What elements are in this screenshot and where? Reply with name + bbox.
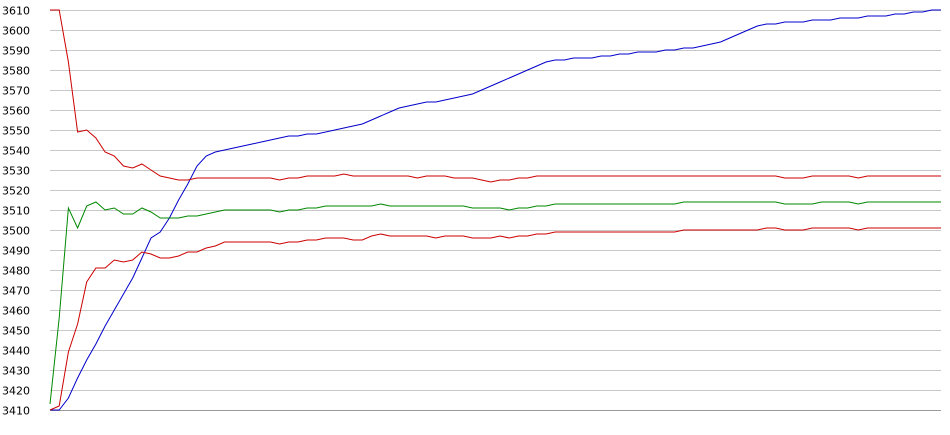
y-tick-label: 3510 [2,205,30,218]
y-tick-label: 3550 [2,125,30,138]
series-line-3 [49,201,941,405]
series-lines [49,9,941,411]
y-tick-label: 3590 [2,45,30,58]
y-tick-label: 3560 [2,105,30,118]
gridlines [50,10,941,411]
y-tick-label: 3420 [2,385,30,398]
y-tick-label: 3610 [2,5,30,18]
y-tick-label: 3460 [2,305,30,318]
y-tick-label: 3410 [2,405,30,418]
y-axis-tick-labels: 3410 3420 3430 3440 3450 3460 3470 3480 3490 3500… [2,5,30,418]
y-tick-label: 3490 [2,245,30,258]
y-tick-label: 3470 [2,285,30,298]
y-tick-label: 3480 [2,265,30,278]
y-tick-label: 3570 [2,85,30,98]
y-tick-label: 3540 [2,145,30,158]
y-tick-label: 3520 [2,185,30,198]
y-tick-label: 3450 [2,325,30,338]
series-line-4 [49,227,941,411]
y-tick-label: 3580 [2,65,30,78]
series-line-1 [50,9,941,411]
y-tick-label: 3430 [2,365,30,378]
y-tick-label: 3500 [2,225,30,238]
y-tick-label: 3600 [2,25,30,38]
y-tick-label: 3530 [2,165,30,178]
series-line-2 [50,9,941,183]
y-tick-label: 3440 [2,345,30,358]
